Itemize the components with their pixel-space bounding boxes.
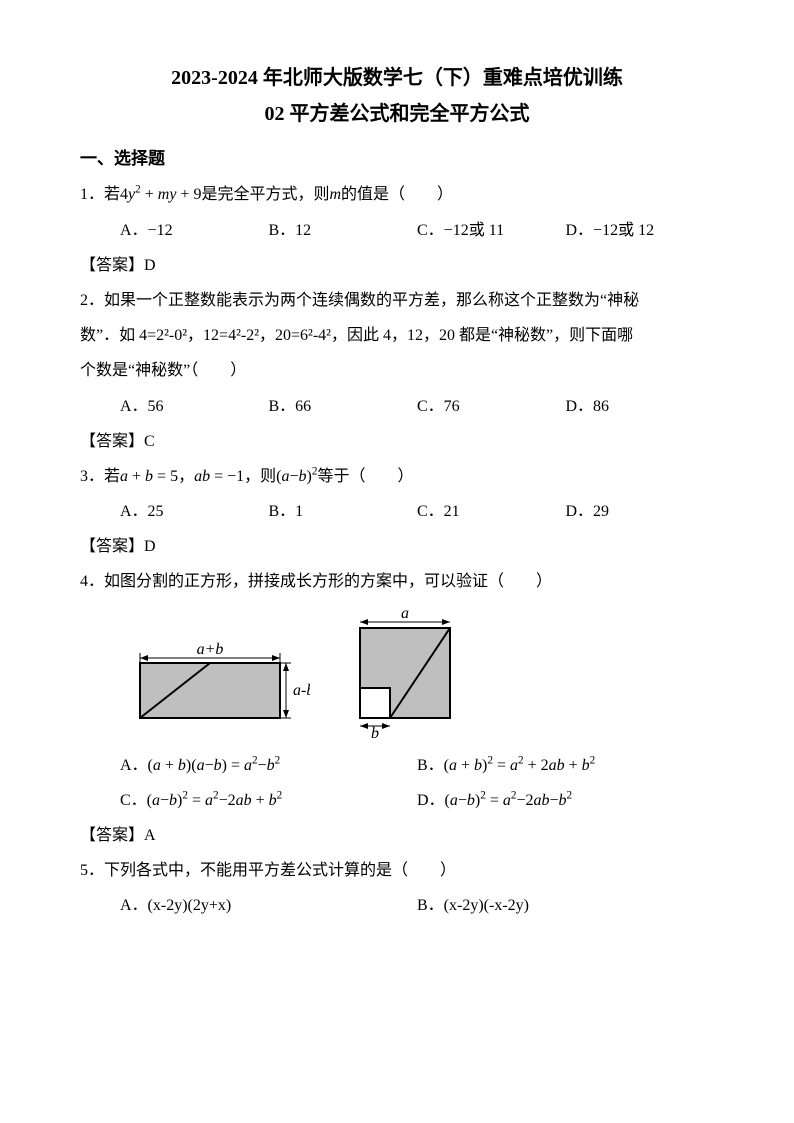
q1-optA: A．−12 — [120, 213, 269, 248]
q2-optB: B．66 — [269, 389, 418, 424]
page-title-2: 02 平方差公式和完全平方公式 — [80, 96, 714, 132]
q3-optB: B．1 — [269, 494, 418, 529]
svg-text:a-b: a-b — [293, 682, 310, 699]
q4-figure-row: a+b a-b a b — [80, 608, 714, 738]
q1-stem: 1．若4y2 + my + 9是完全平方式，则m的值是（ ） — [80, 177, 714, 212]
q3-stem: 3．若a + b = 5，ab = −1，则(a−b)2等于（ ） — [80, 459, 714, 494]
q1-optB: B．12 — [269, 213, 418, 248]
q3-answer: 【答案】D — [80, 529, 714, 564]
q4-optC: C．(a−b)2 = a2−2ab + b2 — [120, 783, 417, 818]
q5-options: A．(x-2y)(2y+x) B．(x-2y)(-x-2y) — [80, 888, 714, 923]
q1-post: 是完全平方式，则m的值是（ ） — [201, 186, 453, 203]
section-heading: 一、选择题 — [80, 140, 714, 177]
q3-optA: A．25 — [120, 494, 269, 529]
q2-line3: 个数是“神秘数”（ ） — [80, 353, 714, 388]
q4-stem: 4．如图分割的正方形，拼接成长方形的方案中，可以验证（ ） — [80, 564, 714, 599]
q2-optD: D．86 — [566, 389, 715, 424]
q2-options: A．56 B．66 C．76 D．86 — [80, 389, 714, 424]
q1-optC: C．−12或 11 — [417, 213, 566, 248]
q5-optA: A．(x-2y)(2y+x) — [120, 888, 417, 923]
q5-optB: B．(x-2y)(-x-2y) — [417, 888, 714, 923]
page-title-1: 2023-2024 年北师大版数学七（下）重难点培优训练 — [80, 60, 714, 96]
q3-options: A．25 B．1 C．21 D．29 — [80, 494, 714, 529]
q3-optD: D．29 — [566, 494, 715, 529]
svg-text:a+b: a+b — [197, 641, 224, 658]
q1-answer: 【答案】D — [80, 248, 714, 283]
q4-optD: D．(a−b)2 = a2−2ab−b2 — [417, 783, 714, 818]
q1-options: A．−12 B．12 C．−12或 11 D．−12或 12 — [80, 213, 714, 248]
q1-pre: 1．若 — [80, 186, 120, 203]
q2-optC: C．76 — [417, 389, 566, 424]
q2-line2: 数”．如 4=2²-0²，12=4²-2²，20=6²-4²，因此 4，12，2… — [80, 318, 714, 353]
svg-text:b: b — [371, 725, 379, 738]
q3-optC: C．21 — [417, 494, 566, 529]
q4-figure-right: a b — [340, 608, 480, 738]
svg-text:a: a — [401, 608, 409, 622]
q4-optB: B．(a + b)2 = a2 + 2ab + b2 — [417, 748, 714, 783]
q2-answer: 【答案】C — [80, 424, 714, 459]
q4-optA: A．(a + b)(a−b) = a2−b2 — [120, 748, 417, 783]
q4-options: A．(a + b)(a−b) = a2−b2 B．(a + b)2 = a2 +… — [80, 748, 714, 818]
q1-optD: D．−12或 12 — [566, 213, 715, 248]
q2-optA: A．56 — [120, 389, 269, 424]
q2-line1: 2．如果一个正整数能表示为两个连续偶数的平方差，那么称这个正整数为“神秘 — [80, 283, 714, 318]
q4-figure-left: a+b a-b — [120, 638, 310, 738]
q5-stem: 5．下列各式中，不能用平方差公式计算的是（ ） — [80, 853, 714, 888]
q4-answer: 【答案】A — [80, 818, 714, 853]
